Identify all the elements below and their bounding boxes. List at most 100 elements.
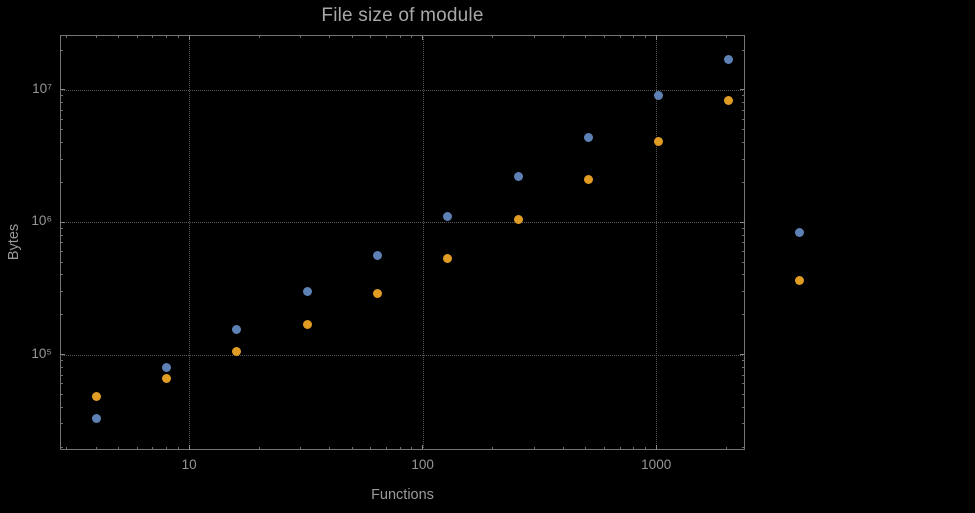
point-series-2 — [91, 392, 101, 402]
tick-mark — [60, 95, 63, 97]
tick-mark — [60, 393, 63, 395]
tick-mark — [742, 446, 745, 448]
x-gridline — [656, 35, 658, 450]
tick-mark — [60, 109, 63, 111]
tick-mark — [60, 366, 63, 368]
tick-mark — [136, 447, 138, 450]
tick-mark — [742, 251, 745, 253]
tick-mark — [562, 447, 564, 450]
tick-mark — [60, 234, 63, 236]
point-series-1 — [91, 413, 101, 423]
tick-mark — [177, 35, 179, 38]
tick-mark — [60, 360, 63, 362]
tick-mark — [655, 445, 657, 450]
tick-mark — [60, 242, 63, 244]
tick-mark — [742, 423, 745, 425]
y-gridline — [60, 354, 745, 356]
tick-mark — [740, 89, 745, 91]
tick-mark — [742, 393, 745, 395]
tick-mark — [370, 447, 372, 450]
point-series-2 — [232, 347, 242, 357]
tick-mark — [533, 447, 535, 450]
tick-mark — [562, 35, 564, 38]
tick-mark — [742, 374, 745, 376]
tick-mark — [118, 35, 120, 38]
point-series-2 — [161, 373, 171, 383]
tick-mark — [385, 35, 387, 38]
tick-mark — [188, 445, 190, 450]
tick-mark — [742, 95, 745, 97]
tick-mark — [136, 35, 138, 38]
tick-mark — [60, 158, 63, 160]
tick-mark — [422, 445, 424, 450]
point-series-1 — [302, 286, 312, 296]
x-tick-label: 1000 — [641, 457, 672, 472]
tick-mark — [60, 423, 63, 425]
point-series-1 — [583, 132, 593, 142]
tick-mark — [152, 447, 154, 450]
y-gridline — [60, 222, 745, 224]
tick-mark — [645, 447, 647, 450]
tick-mark — [411, 447, 413, 450]
point-series-2 — [654, 136, 664, 146]
tick-mark — [742, 261, 745, 263]
y-gridline — [60, 89, 745, 91]
tick-mark — [633, 447, 635, 450]
tick-mark — [118, 447, 120, 450]
tick-mark — [60, 118, 63, 120]
tick-mark — [742, 314, 745, 316]
tick-mark — [60, 142, 63, 144]
tick-mark — [60, 354, 65, 356]
tick-mark — [742, 234, 745, 236]
tick-mark — [619, 35, 621, 38]
tick-mark — [385, 447, 387, 450]
tick-mark — [60, 383, 63, 385]
tick-mark — [329, 447, 331, 450]
tick-mark — [95, 35, 97, 38]
tick-mark — [742, 118, 745, 120]
point-series-2 — [372, 288, 382, 298]
tick-mark — [60, 446, 63, 448]
tick-mark — [726, 35, 727, 38]
tick-mark — [742, 227, 745, 229]
tick-mark — [585, 447, 587, 450]
tick-mark — [66, 447, 68, 450]
tick-mark — [633, 35, 635, 38]
tick-mark — [422, 35, 424, 40]
tick-mark — [726, 447, 727, 450]
tick-mark — [300, 35, 302, 38]
tick-mark — [603, 447, 605, 450]
tick-mark — [742, 129, 745, 131]
tick-mark — [60, 406, 63, 408]
tick-mark — [60, 261, 63, 263]
point-series-1 — [513, 172, 523, 182]
tick-mark — [329, 35, 331, 38]
x-axis-label: Functions — [371, 487, 434, 503]
point-series-2 — [583, 175, 593, 185]
y-tick-label: 10⁶ — [31, 213, 52, 229]
point-series-1 — [724, 54, 734, 64]
point-series-1 — [794, 228, 804, 238]
tick-mark — [95, 447, 97, 450]
tick-mark — [399, 447, 401, 450]
point-series-1 — [232, 324, 242, 334]
tick-mark — [742, 242, 745, 244]
y-tick-label: 10⁵ — [31, 345, 52, 361]
tick-mark — [742, 142, 745, 144]
tick-mark — [742, 181, 745, 183]
tick-mark — [742, 360, 745, 362]
tick-mark — [60, 227, 63, 229]
tick-mark — [492, 35, 494, 38]
tick-mark — [60, 251, 63, 253]
tick-mark — [60, 49, 63, 51]
tick-mark — [60, 129, 63, 131]
y-axis-label: Bytes — [6, 223, 22, 261]
tick-mark — [742, 158, 745, 160]
tick-mark — [533, 35, 535, 38]
tick-mark — [742, 406, 745, 408]
tick-mark — [66, 35, 68, 38]
chart-title: File size of module — [321, 5, 484, 26]
tick-mark — [740, 354, 745, 356]
tick-mark — [165, 447, 167, 450]
